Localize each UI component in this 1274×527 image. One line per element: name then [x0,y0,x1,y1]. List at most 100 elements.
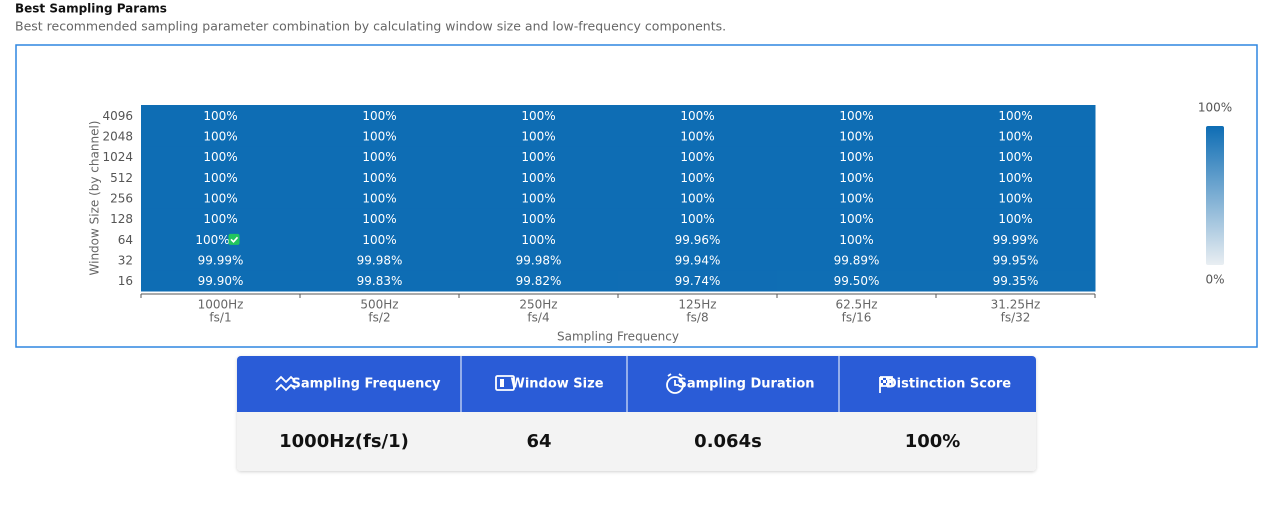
cell [936,208,1096,230]
cell [300,167,460,189]
cell [459,105,619,127]
summary-value: 0.064s [694,431,762,452]
cell [141,167,301,189]
cell-label: 100% [521,109,555,123]
y-tick-label: 128 [110,212,133,226]
summary-header: Window Size [510,377,603,392]
cell [300,229,460,251]
cell-label: 100% [839,233,873,247]
best-badge [228,233,240,245]
cell [777,105,937,127]
card-header [237,356,1036,412]
x-tick-sublabel: fs/16 [842,311,872,325]
summary-value: 64 [526,431,551,452]
y-tick-label: 1024 [102,150,133,164]
heatmap: 100% 100% 100% 100% 100% 100% 100% 100% 100% 100%… [88,101,1233,344]
y-tick-label: 4096 [102,109,133,123]
cell [300,208,460,230]
cell [618,270,778,292]
cell-label: 100% [195,233,229,247]
cell [459,167,619,189]
cell-label: 100% [680,150,714,164]
cell-label: 100% [998,130,1032,144]
cell [459,270,619,292]
colorbar [1206,126,1224,265]
cell-label: 100% [521,192,555,206]
x-tick-label: 1000Hz [198,298,244,312]
x-tick-sublabel: fs/4 [527,311,549,325]
cell-label: 99.35% [993,274,1039,288]
cell [618,167,778,189]
summary-value: 100% [905,431,961,452]
cell [618,125,778,147]
cell [141,146,301,168]
cell [300,146,460,168]
clock-hands [667,373,683,386]
cell [300,125,460,147]
cell-label: 100% [680,171,714,185]
window-icon [495,375,515,391]
cell-label: 100% [680,130,714,144]
cell-label: 100% [998,212,1032,226]
y-tick-label: 256 [110,192,133,206]
cell-label: 100% [203,192,237,206]
cell-label: 100% [839,192,873,206]
best-check [230,236,239,243]
cell [936,146,1096,168]
cell-label: 100% [362,212,396,226]
cell-label: 99.98% [357,254,403,268]
cell-label: 100% [203,171,237,185]
cell-label: 100% [680,109,714,123]
cell-label: 100% [839,130,873,144]
cell [141,270,301,292]
cell [141,208,301,230]
x-tick-label: 500Hz [360,298,398,312]
cell-label: 100% [203,150,237,164]
cell-label: 100% [521,150,555,164]
cell [777,187,937,209]
cell [618,229,778,251]
subtitle: Best recommended sampling parameter comb… [15,19,726,34]
cell-label: 100% [839,109,873,123]
cell [300,249,460,271]
cell [618,249,778,271]
cell-label: 100% [839,150,873,164]
cell [777,125,937,147]
cell-label: 99.74% [675,274,721,288]
cell [777,229,937,251]
colorbar-label: 100% [1198,101,1232,115]
cell [777,146,937,168]
title: Best Sampling Params [15,2,167,16]
cell-label: 100% [362,233,396,247]
cell [936,229,1096,251]
cell [141,105,301,127]
cell-label: 100% [521,233,555,247]
summary-header: Sampling Frequency [291,377,441,392]
cell-label: 100% [203,109,237,123]
summary-header: Sampling Duration [677,377,814,392]
wave-icon [275,375,296,392]
cell-label: 99.96% [675,233,721,247]
x-tick-sublabel: fs/2 [368,311,390,325]
cell-label: 100% [839,171,873,185]
cell [936,270,1096,292]
cell-label: 99.94% [675,254,721,268]
y-tick-label: 32 [118,254,133,268]
cell [300,187,460,209]
cell [459,229,619,251]
y-axis-title: Window Size (by channel) [88,121,102,276]
x-tick-label: 62.5Hz [835,298,877,312]
window-icon-bar [500,379,504,387]
cell-label: 100% [839,212,873,226]
summary-value: 1000Hz(fs/1) [279,431,409,452]
cell-label: 99.89% [834,254,880,268]
cell [459,146,619,168]
cell [936,187,1096,209]
cell [459,249,619,271]
cell-label: 100% [998,171,1032,185]
cell-label: 99.98% [516,254,562,268]
cell-label: 100% [521,212,555,226]
cell-label: 99.82% [516,274,562,288]
